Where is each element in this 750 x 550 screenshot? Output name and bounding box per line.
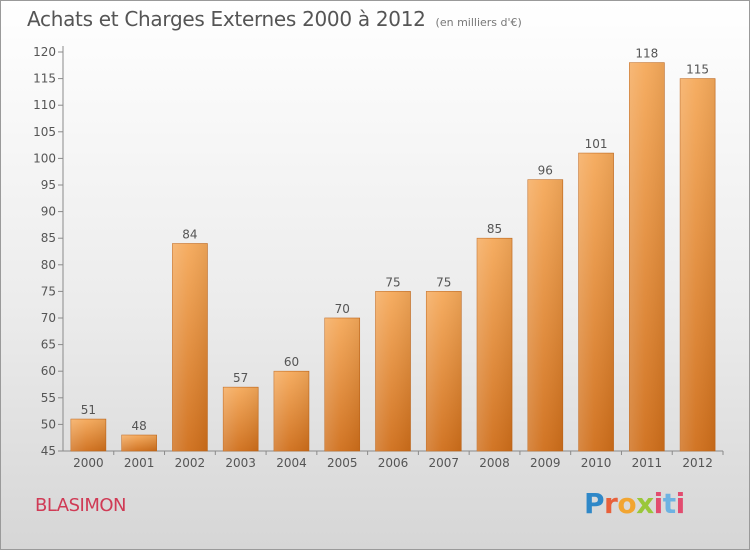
x-tick-label: 2011 (632, 456, 663, 470)
y-tick-label: 60 (41, 364, 56, 378)
chart-subtitle: (en milliers d'€) (435, 16, 522, 29)
data-label: 57 (233, 371, 248, 385)
y-tick-label: 50 (41, 417, 56, 431)
x-tick-label: 2000 (73, 456, 104, 470)
data-label: 84 (182, 228, 197, 242)
chart-bars (70, 62, 716, 452)
y-tick-label: 95 (41, 178, 56, 192)
x-tick-label: 2003 (225, 456, 256, 470)
x-tick-label: 2002 (175, 456, 206, 470)
y-tick-label: 75 (41, 284, 56, 298)
y-tick-label: 110 (33, 98, 56, 112)
bar-shine (477, 238, 513, 451)
chart-title: Achats et Charges Externes 2000 à 2012 (27, 7, 426, 31)
x-tick-label: 2010 (581, 456, 612, 470)
bar-shine (680, 78, 716, 451)
logo-letter: P (584, 487, 605, 520)
y-tick-label: 80 (41, 258, 56, 272)
bar-shine (375, 291, 411, 451)
y-tick-label: 55 (41, 391, 56, 405)
logo-letter: t (662, 487, 676, 520)
x-tick-label: 2009 (530, 456, 561, 470)
title-row: Achats et Charges Externes 2000 à 2012 (e… (27, 7, 522, 31)
chart-axes: 45 50 55 60 65 70 75 80 85 90 95 100 105 110 115 120 200… (33, 45, 724, 470)
y-tick-label: 115 (33, 72, 56, 86)
data-label: 48 (132, 419, 147, 433)
y-tick-label: 90 (41, 205, 56, 219)
bar-shine (172, 243, 208, 451)
data-label: 96 (538, 164, 553, 178)
data-label: 118 (635, 47, 658, 61)
commune-name: BLASIMON (35, 495, 127, 516)
logo-letter: x (636, 487, 654, 520)
x-tick-label: 2004 (276, 456, 307, 470)
bar-shine (578, 153, 614, 451)
data-label: 85 (487, 222, 502, 236)
y-tick-label: 105 (33, 125, 56, 139)
data-label: 51 (81, 403, 96, 417)
logo-letter: i (675, 487, 686, 520)
x-tick-label: 2005 (327, 456, 358, 470)
data-label: 60 (284, 355, 299, 369)
y-tick-label: 65 (41, 338, 56, 352)
y-tick-label: 100 (33, 151, 56, 165)
proxiti-logo: Proxiti (584, 487, 685, 520)
y-tick-label: 85 (41, 231, 56, 245)
data-label: 70 (335, 302, 350, 316)
bar-shine (426, 291, 462, 451)
x-tick-label: 2006 (378, 456, 409, 470)
x-tick-label: 2001 (124, 456, 155, 470)
logo-letter: r (604, 487, 618, 520)
logo-letter: i (653, 487, 664, 520)
bar-shine (527, 179, 563, 451)
bar-shine (324, 318, 360, 451)
chart-data-labels: 51 48 84 57 60 70 75 75 85 96 101 118 115 (81, 47, 709, 433)
bar-shine (121, 435, 157, 451)
x-tick-label: 2007 (428, 456, 459, 470)
bar-shine (223, 387, 259, 451)
bar-shine (629, 62, 665, 451)
bar-shine (273, 371, 309, 451)
data-label: 101 (585, 137, 608, 151)
data-label: 115 (686, 63, 709, 77)
data-label: 75 (385, 275, 400, 289)
y-tick-label: 120 (33, 45, 56, 59)
bar-shine (70, 419, 106, 451)
x-tick-label: 2008 (479, 456, 510, 470)
logo-letter: o (617, 487, 637, 520)
x-tick-label: 2012 (682, 456, 713, 470)
data-label: 75 (436, 275, 451, 289)
y-tick-label: 70 (41, 311, 56, 325)
y-tick-label: 45 (41, 444, 56, 458)
